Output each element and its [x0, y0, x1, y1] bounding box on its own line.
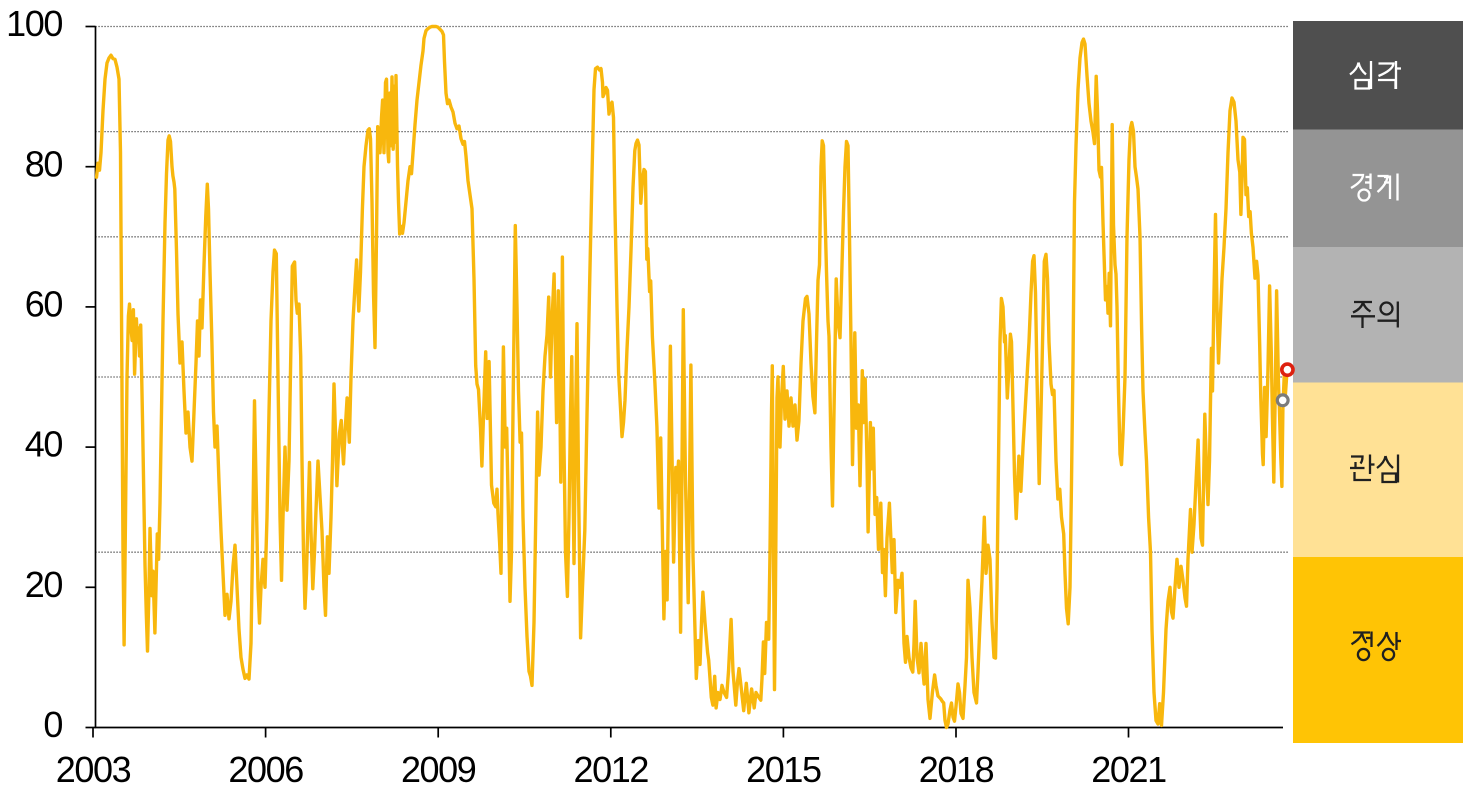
svg-text:60: 60	[25, 284, 63, 325]
svg-text:0: 0	[43, 704, 62, 745]
svg-text:80: 80	[25, 143, 63, 184]
svg-text:2006: 2006	[228, 749, 303, 790]
svg-text:20: 20	[25, 564, 63, 605]
svg-text:2021: 2021	[1091, 749, 1166, 790]
svg-text:2018: 2018	[919, 749, 994, 790]
svg-text:2015: 2015	[746, 749, 821, 790]
svg-text:2003: 2003	[56, 749, 131, 790]
svg-text:100: 100	[6, 3, 62, 44]
svg-text:40: 40	[25, 424, 63, 465]
svg-text:2009: 2009	[401, 749, 476, 790]
svg-text:2012: 2012	[574, 749, 649, 790]
